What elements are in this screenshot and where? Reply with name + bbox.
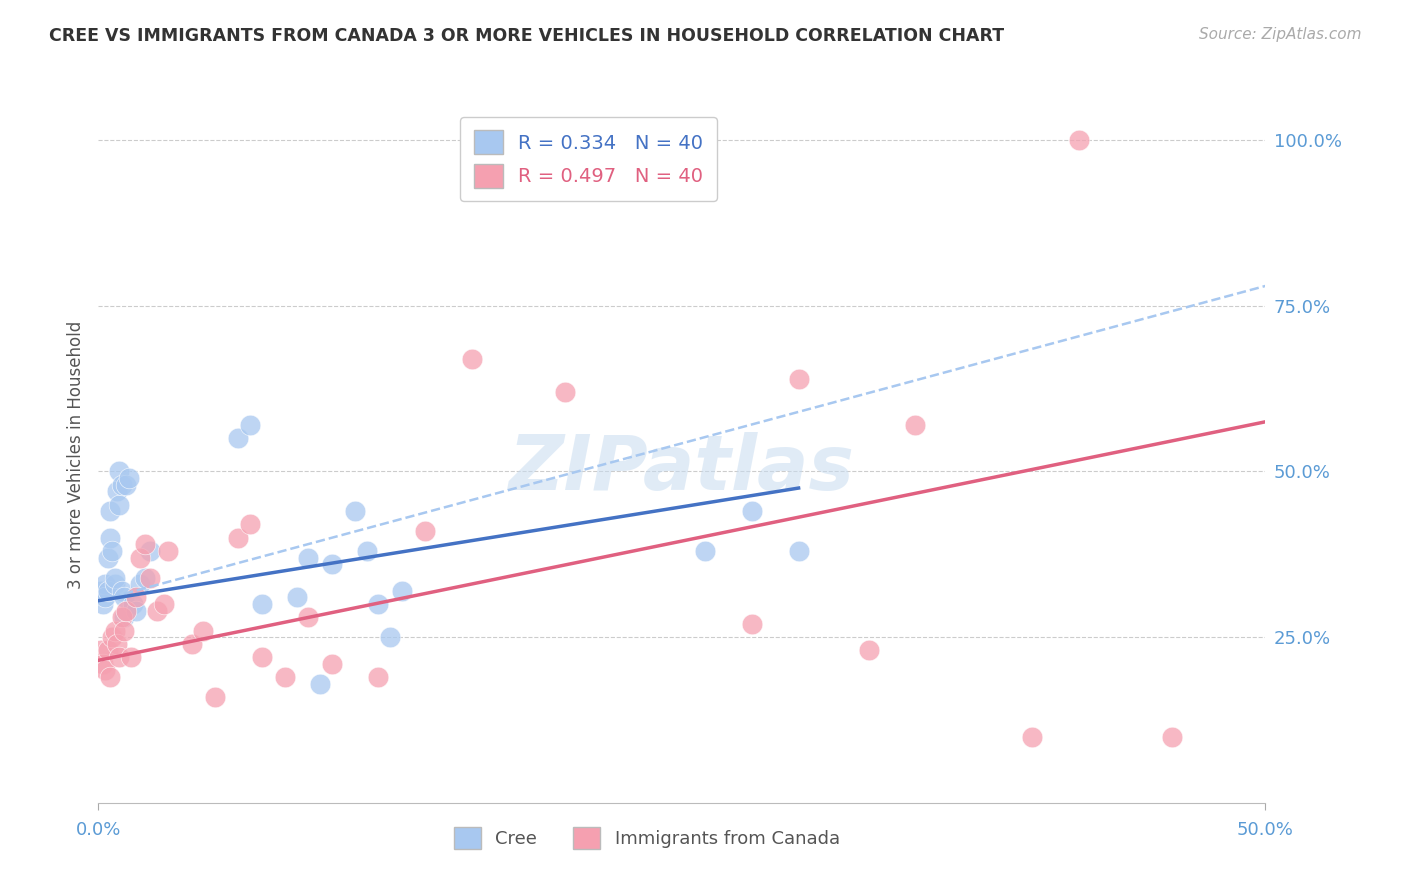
Text: ZIPatlas: ZIPatlas <box>509 432 855 506</box>
Point <box>139 570 162 584</box>
Point <box>98 531 121 545</box>
Point <box>111 583 134 598</box>
Point <box>111 477 134 491</box>
Point <box>104 570 127 584</box>
Point <box>98 504 121 518</box>
Point <box>108 650 131 665</box>
Text: Source: ZipAtlas.com: Source: ZipAtlas.com <box>1198 27 1361 42</box>
Point <box>461 351 484 366</box>
Point <box>741 504 763 518</box>
Point <box>134 537 156 551</box>
Point <box>695 544 717 558</box>
Point <box>125 591 148 605</box>
Legend: Cree, Immigrants from Canada: Cree, Immigrants from Canada <box>447 820 848 856</box>
Point <box>104 624 127 638</box>
Point <box>180 637 202 651</box>
Point <box>344 504 367 518</box>
Point <box>112 610 135 624</box>
Point <box>105 637 128 651</box>
Point <box>112 624 135 638</box>
Point <box>1021 730 1043 744</box>
Point <box>554 384 576 399</box>
Point <box>367 597 389 611</box>
Point <box>152 597 174 611</box>
Point <box>101 544 124 558</box>
Point <box>367 670 389 684</box>
Point <box>94 663 117 677</box>
Point <box>297 610 319 624</box>
Point <box>139 544 162 558</box>
Point <box>741 616 763 631</box>
Point <box>91 657 114 671</box>
Point <box>391 583 413 598</box>
Point <box>94 577 117 591</box>
Point <box>104 577 127 591</box>
Point <box>105 484 128 499</box>
Point <box>90 583 112 598</box>
Point <box>321 558 343 572</box>
Point <box>228 431 250 445</box>
Point <box>380 630 402 644</box>
Point <box>787 372 810 386</box>
Point <box>309 676 332 690</box>
Point <box>111 610 134 624</box>
Point <box>193 624 215 638</box>
Point <box>97 643 120 657</box>
Y-axis label: 3 or more Vehicles in Household: 3 or more Vehicles in Household <box>66 321 84 589</box>
Point <box>904 418 927 433</box>
Point <box>115 604 138 618</box>
Point <box>97 583 120 598</box>
Point <box>122 597 145 611</box>
Point <box>204 690 226 704</box>
Point <box>120 650 142 665</box>
Point <box>98 670 121 684</box>
Point <box>250 650 273 665</box>
Point <box>125 604 148 618</box>
Point <box>858 643 880 657</box>
Point <box>115 477 138 491</box>
Point <box>97 550 120 565</box>
Point <box>239 517 262 532</box>
Point <box>101 630 124 644</box>
Point <box>146 604 169 618</box>
Point <box>274 670 297 684</box>
Point <box>129 577 152 591</box>
Point <box>356 544 378 558</box>
Point <box>134 570 156 584</box>
Point <box>157 544 180 558</box>
Point <box>321 657 343 671</box>
Point <box>787 544 810 558</box>
Point <box>285 591 308 605</box>
Point <box>118 471 141 485</box>
Point <box>91 597 114 611</box>
Point <box>108 465 131 479</box>
Point <box>250 597 273 611</box>
Point <box>1161 730 1184 744</box>
Point <box>297 550 319 565</box>
Point <box>108 498 131 512</box>
Point <box>1067 133 1090 147</box>
Point <box>90 643 112 657</box>
Point <box>413 524 436 538</box>
Point <box>94 591 117 605</box>
Text: CREE VS IMMIGRANTS FROM CANADA 3 OR MORE VEHICLES IN HOUSEHOLD CORRELATION CHART: CREE VS IMMIGRANTS FROM CANADA 3 OR MORE… <box>49 27 1004 45</box>
Point <box>112 591 135 605</box>
Point <box>239 418 262 433</box>
Point <box>228 531 250 545</box>
Point <box>129 550 152 565</box>
